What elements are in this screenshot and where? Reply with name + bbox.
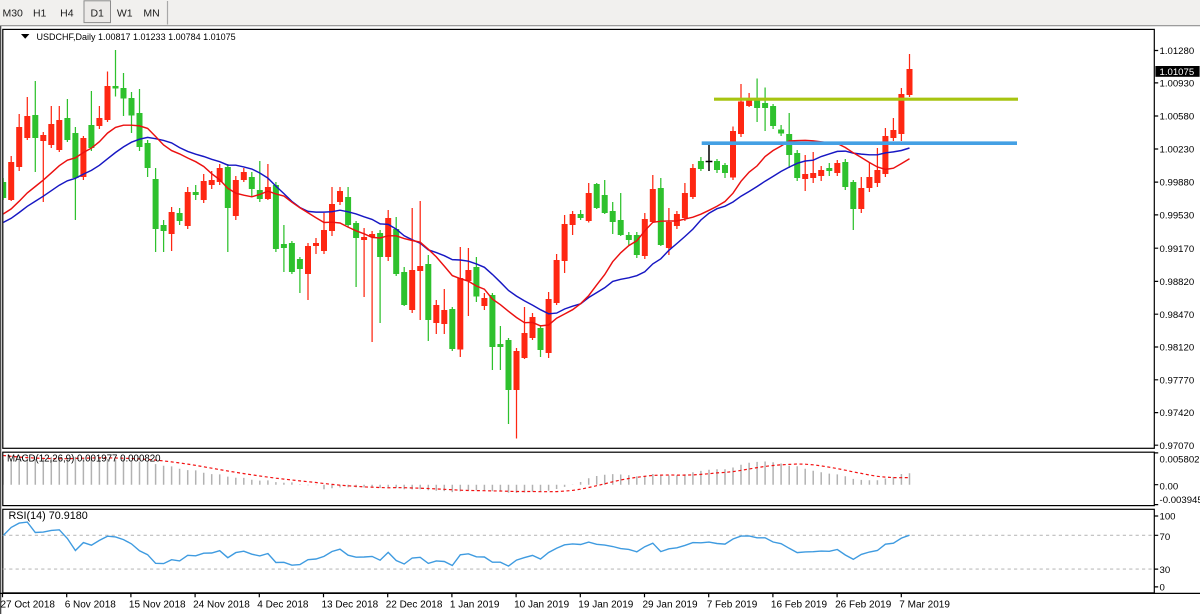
svg-text:0.99530: 0.99530 <box>1160 211 1195 222</box>
svg-text:16 Feb 2019: 16 Feb 2019 <box>771 599 828 610</box>
svg-text:100: 100 <box>1160 512 1176 523</box>
svg-text:0: 0 <box>1160 583 1165 594</box>
svg-text:0.005802: 0.005802 <box>1160 455 1200 466</box>
svg-text:0.98820: 0.98820 <box>1160 277 1195 288</box>
svg-text:H4: H4 <box>60 8 74 20</box>
svg-text:1.01280: 1.01280 <box>1160 46 1195 57</box>
svg-text:13 Dec 2018: 13 Dec 2018 <box>322 599 379 610</box>
svg-text:0.97070: 0.97070 <box>1160 441 1195 452</box>
svg-text:1 Jan 2019: 1 Jan 2019 <box>450 599 500 610</box>
svg-text:W1: W1 <box>117 8 133 20</box>
svg-text:19 Jan 2019: 19 Jan 2019 <box>578 599 633 610</box>
svg-text:7 Feb 2019: 7 Feb 2019 <box>707 599 758 610</box>
svg-text:0.98470: 0.98470 <box>1160 310 1195 321</box>
svg-text:1.01075: 1.01075 <box>1160 67 1195 78</box>
svg-text:D1: D1 <box>90 8 104 20</box>
svg-text:USDCHF,Daily 1.00817 1.01233: USDCHF,Daily 1.00817 1.01233 1.00784 1.0… <box>37 32 236 42</box>
svg-text:0.97420: 0.97420 <box>1160 408 1195 419</box>
svg-text:10 Jan 2019: 10 Jan 2019 <box>514 599 569 610</box>
svg-text:26 Feb 2019: 26 Feb 2019 <box>835 599 892 610</box>
svg-text:MN: MN <box>143 8 159 20</box>
svg-text:4 Dec 2018: 4 Dec 2018 <box>257 599 309 610</box>
svg-text:7 Mar 2019: 7 Mar 2019 <box>899 599 950 610</box>
svg-text:0.98120: 0.98120 <box>1160 343 1195 354</box>
svg-text:29 Jan 2019: 29 Jan 2019 <box>643 599 698 610</box>
svg-text:1.00930: 1.00930 <box>1160 79 1195 90</box>
svg-text:1.00580: 1.00580 <box>1160 112 1195 123</box>
svg-text:0.99170: 0.99170 <box>1160 244 1195 255</box>
svg-text:RSI(14) 70.9180: RSI(14) 70.9180 <box>9 510 88 522</box>
svg-text:0.00: 0.00 <box>1160 482 1179 493</box>
svg-text:24 Nov 2018: 24 Nov 2018 <box>193 599 250 610</box>
svg-text:27 Oct 2018: 27 Oct 2018 <box>1 599 56 610</box>
svg-text:MACD(12,26,9) 0.001977 0.00082: MACD(12,26,9) 0.001977 0.000820 <box>7 454 161 465</box>
svg-text:70: 70 <box>1160 532 1171 543</box>
svg-text:22 Dec 2018: 22 Dec 2018 <box>386 599 443 610</box>
svg-text:6 Nov 2018: 6 Nov 2018 <box>65 599 117 610</box>
svg-text:0.97770: 0.97770 <box>1160 375 1195 386</box>
svg-text:0.99880: 0.99880 <box>1160 178 1195 189</box>
svg-text:-0.003945: -0.003945 <box>1160 495 1200 506</box>
svg-text:H1: H1 <box>33 8 47 20</box>
svg-text:15 Nov 2018: 15 Nov 2018 <box>129 599 186 610</box>
svg-text:M30: M30 <box>2 8 23 20</box>
svg-text:30: 30 <box>1160 565 1171 576</box>
svg-text:1.00230: 1.00230 <box>1160 145 1195 156</box>
